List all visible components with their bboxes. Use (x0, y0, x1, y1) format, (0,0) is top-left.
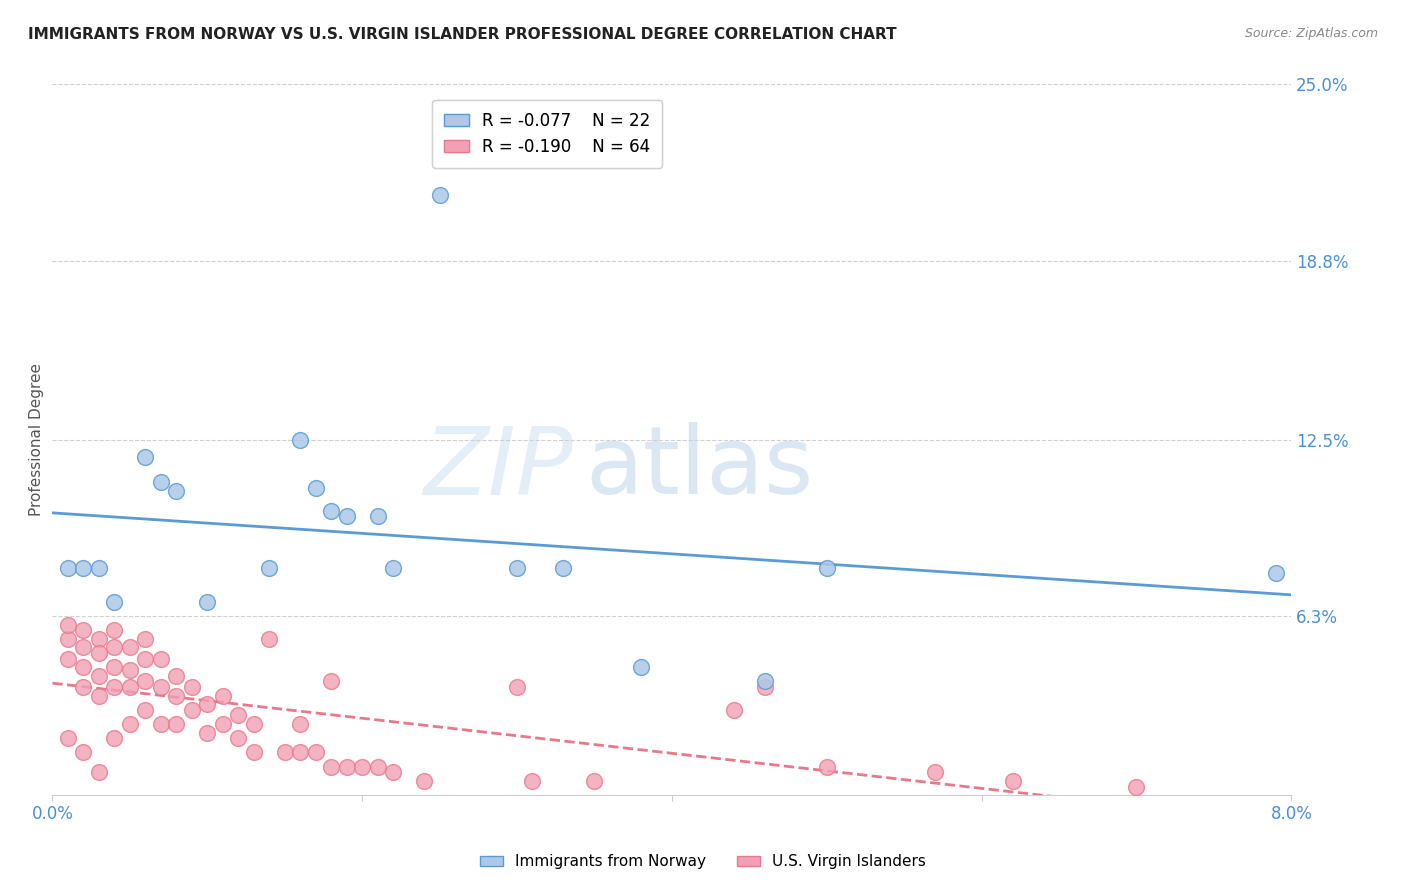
Point (134, 651, 156, 665)
Point (103, 680, 125, 694)
Point (118, 680, 141, 694)
Point (815, 759, 838, 773)
Point (72, 640, 94, 655)
Point (195, 697, 218, 711)
Point (630, 660, 652, 674)
Point (87, 632, 110, 646)
Point (56, 731, 79, 746)
Point (56, 560, 79, 574)
Point (56, 651, 79, 665)
Point (87, 560, 110, 574)
Legend: Immigrants from Norway, U.S. Virgin Islanders: Immigrants from Norway, U.S. Virgin Isla… (474, 848, 932, 875)
Point (1264, 566, 1286, 581)
Point (103, 595, 125, 609)
Point (118, 640, 141, 655)
Point (429, 188, 451, 202)
Point (180, 680, 202, 694)
Point (72, 660, 94, 674)
Point (134, 450, 156, 464)
Text: Source: ZipAtlas.com: Source: ZipAtlas.com (1244, 27, 1378, 40)
Point (321, 759, 343, 773)
Text: ZIP: ZIP (423, 423, 572, 514)
Point (506, 560, 529, 574)
Point (72, 746, 94, 760)
Point (56, 632, 79, 646)
Point (257, 632, 280, 646)
Point (290, 746, 312, 760)
Point (336, 509, 359, 524)
Point (257, 560, 280, 574)
Point (211, 717, 233, 731)
Point (273, 746, 295, 760)
Point (290, 433, 312, 447)
Point (583, 773, 606, 788)
Point (321, 674, 343, 689)
Point (72, 624, 94, 638)
Point (1001, 773, 1024, 788)
Point (118, 663, 141, 677)
Point (924, 765, 946, 780)
Point (305, 746, 328, 760)
Point (165, 717, 187, 731)
Point (290, 717, 312, 731)
Point (72, 560, 94, 574)
Point (118, 717, 141, 731)
Point (242, 717, 264, 731)
Point (506, 680, 529, 694)
Point (754, 680, 776, 694)
Point (336, 759, 359, 773)
Point (367, 509, 389, 524)
Point (413, 773, 436, 788)
Point (321, 504, 343, 518)
Point (87, 765, 110, 780)
Point (352, 759, 374, 773)
Point (87, 689, 110, 703)
Point (165, 668, 187, 682)
Point (754, 674, 776, 689)
Point (103, 624, 125, 638)
Text: IMMIGRANTS FROM NORWAY VS U.S. VIRGIN ISLANDER PROFESSIONAL DEGREE CORRELATION C: IMMIGRANTS FROM NORWAY VS U.S. VIRGIN IS… (28, 27, 897, 42)
Legend: R = -0.077    N = 22, R = -0.190    N = 64: R = -0.077 N = 22, R = -0.190 N = 64 (433, 100, 662, 168)
Point (815, 560, 838, 574)
Point (226, 731, 249, 746)
Point (134, 703, 156, 717)
Point (226, 708, 249, 723)
Point (72, 680, 94, 694)
Point (149, 475, 172, 490)
Point (103, 640, 125, 655)
Point (149, 680, 172, 694)
Point (305, 481, 328, 495)
Point (134, 674, 156, 689)
Point (87, 646, 110, 660)
Point (382, 765, 405, 780)
Point (149, 717, 172, 731)
Point (553, 560, 575, 574)
Point (723, 703, 745, 717)
Point (367, 759, 389, 773)
Point (180, 703, 202, 717)
Point (103, 731, 125, 746)
Text: atlas: atlas (585, 422, 814, 514)
Point (149, 651, 172, 665)
Point (165, 689, 187, 703)
Point (165, 483, 187, 498)
Point (1125, 780, 1147, 794)
Point (87, 668, 110, 682)
Point (382, 560, 405, 574)
Point (242, 746, 264, 760)
Point (211, 689, 233, 703)
Point (195, 725, 218, 739)
Point (195, 595, 218, 609)
Y-axis label: Professional Degree: Professional Degree (30, 363, 44, 516)
Point (56, 617, 79, 632)
Point (134, 632, 156, 646)
Point (103, 660, 125, 674)
Point (522, 773, 544, 788)
